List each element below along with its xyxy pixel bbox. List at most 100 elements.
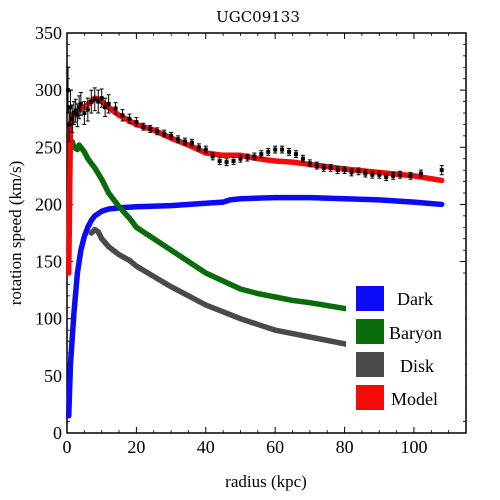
observed-point: [141, 122, 146, 131]
observed-point: [418, 169, 423, 178]
data-marker: [99, 96, 104, 101]
data-marker: [356, 169, 361, 174]
observed-point: [162, 129, 167, 138]
data-marker: [77, 105, 82, 110]
observed-point: [356, 167, 361, 176]
legend-label-disk: Disk: [400, 356, 434, 376]
data-marker: [377, 172, 382, 177]
observed-point: [307, 159, 312, 168]
data-marker: [141, 124, 146, 129]
x-tick-label: 60: [266, 437, 284, 457]
observed-point: [155, 127, 160, 136]
observed-point: [259, 150, 264, 159]
data-marker: [217, 159, 222, 163]
data-marker: [398, 172, 403, 177]
x-tick-label: 20: [127, 437, 145, 457]
data-marker: [176, 137, 181, 142]
data-marker: [384, 175, 389, 179]
observed-point: [273, 145, 278, 154]
data-marker: [182, 139, 187, 144]
observed-point: [384, 173, 389, 181]
observed-point: [370, 170, 375, 179]
data-marker: [134, 120, 139, 125]
observed-point: [321, 163, 326, 172]
observed-point: [127, 113, 132, 124]
data-marker: [439, 168, 444, 173]
data-marker: [70, 116, 75, 121]
observed-point: [231, 157, 236, 165]
data-marker: [203, 147, 208, 152]
observed-point: [266, 147, 271, 156]
observed-point: [238, 154, 243, 163]
data-marker: [120, 113, 125, 118]
legend: Dark Baryon Disk Model: [346, 276, 465, 414]
data-marker: [231, 159, 236, 163]
observed-point: [280, 145, 285, 154]
y-tick-label: 250: [35, 137, 62, 157]
observed-point: [189, 138, 194, 147]
chart-title: UGC09133: [216, 8, 300, 26]
data-marker: [113, 106, 118, 111]
observed-point: [335, 166, 340, 175]
data-marker: [78, 101, 83, 106]
data-marker: [103, 105, 108, 110]
observed-point: [224, 158, 229, 167]
y-tick-label: 200: [35, 194, 62, 214]
data-marker: [245, 155, 250, 160]
observed-point: [169, 131, 174, 140]
data-marker: [266, 149, 271, 154]
data-marker: [280, 147, 285, 152]
x-tick-label: 0: [63, 437, 72, 457]
observed-point: [73, 98, 78, 123]
legend-swatch-dark: [356, 286, 384, 311]
data-marker: [155, 129, 160, 134]
observed-point: [287, 147, 292, 156]
data-marker: [300, 156, 305, 161]
data-marker: [293, 152, 298, 157]
observed-point: [363, 169, 368, 178]
y-tick-label: 150: [35, 252, 62, 272]
data-marker: [73, 108, 78, 113]
data-marker: [349, 170, 354, 175]
y-axis-label: rotation speed (km/s): [6, 161, 25, 305]
observed-points: [66, 66, 444, 181]
observed-point: [398, 170, 403, 179]
data-marker: [71, 111, 76, 115]
x-tick-label: 40: [197, 437, 215, 457]
series-line-dark: [65, 194, 445, 419]
legend-swatch-baryon: [356, 319, 384, 344]
data-marker: [75, 113, 80, 118]
data-marker: [335, 168, 340, 173]
data-marker: [238, 156, 243, 161]
series-line-baryon: [67, 138, 445, 324]
observed-point: [300, 154, 305, 163]
observed-point: [82, 101, 87, 125]
axis-ticks: 0 20 40 60 80 100 0 50 100 150 200 250 300 350: [35, 23, 466, 457]
legend-label-dark: Dark: [397, 289, 433, 309]
data-marker: [370, 172, 375, 177]
y-tick-label: 100: [35, 309, 62, 329]
legend-label-baryon: Baryon: [389, 323, 442, 343]
series-line-model: [65, 95, 445, 276]
data-marker: [314, 163, 319, 168]
series-line-disk: [88, 226, 445, 361]
data-marker: [196, 145, 201, 150]
observed-point: [85, 97, 90, 122]
data-marker: [127, 116, 132, 121]
data-marker: [162, 131, 167, 136]
observed-point: [71, 101, 76, 125]
observed-point: [92, 87, 97, 112]
legend-label-model: Model: [391, 389, 438, 409]
observed-point: [293, 150, 298, 159]
legend-swatch-disk: [356, 352, 384, 377]
observed-point: [203, 145, 208, 154]
legend-swatch-model: [356, 385, 384, 410]
data-marker: [321, 165, 326, 170]
data-marker: [418, 171, 423, 176]
observed-point: [148, 125, 153, 133]
data-marker: [259, 152, 264, 157]
observed-point: [408, 171, 413, 180]
data-marker: [307, 161, 312, 166]
observed-point: [328, 163, 333, 172]
